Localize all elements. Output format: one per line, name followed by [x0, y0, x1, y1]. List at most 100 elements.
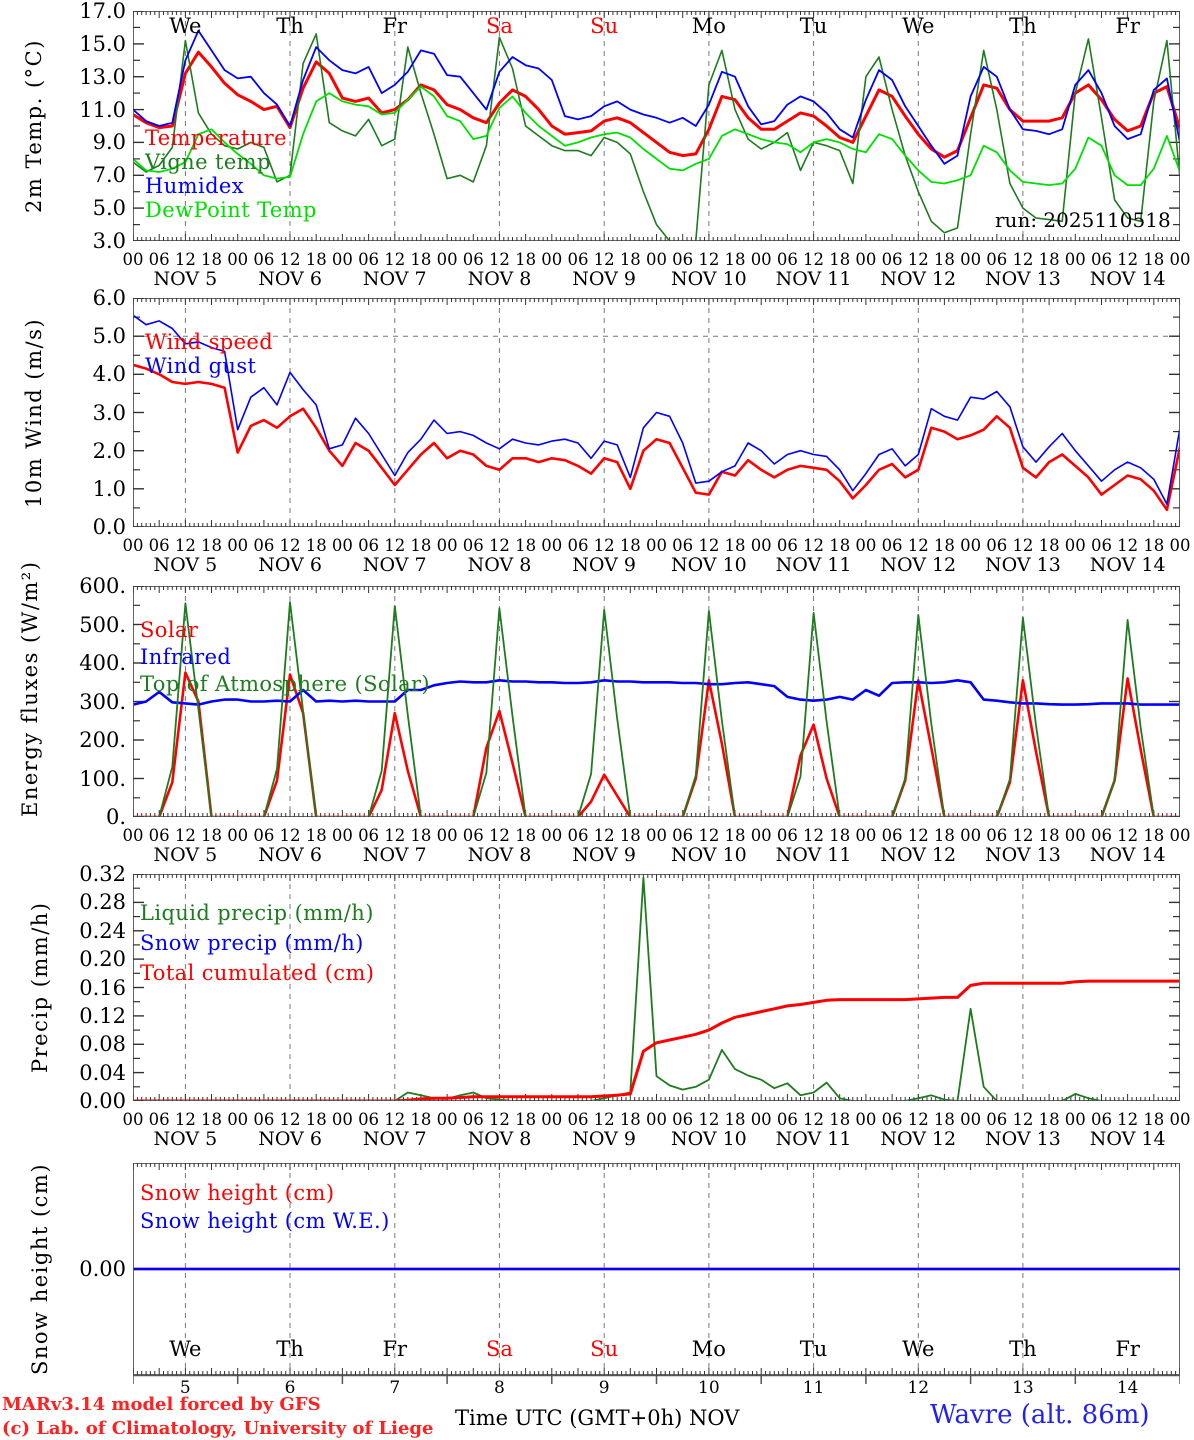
x-hour-tick: 12 — [803, 250, 825, 269]
y-tick-temperature-0: 3.0 — [92, 229, 126, 253]
x-hour-tick: 00 — [541, 826, 563, 845]
x-hour-tick: 18 — [305, 826, 327, 845]
x-hour-tick: 00 — [122, 250, 144, 269]
x-hour-tick: 18 — [933, 826, 955, 845]
legend-energy_fluxes-0: Solar — [140, 618, 199, 642]
x-hour-tick: 00 — [960, 1110, 982, 1129]
model-run-label: run: 2025110518 — [995, 208, 1171, 232]
x-day-number: 14 — [1116, 1378, 1139, 1398]
x-hour-tick: 18 — [933, 250, 955, 269]
x-date-label: NOV 14 — [1089, 554, 1166, 576]
x-date-label: NOV 12 — [880, 844, 957, 866]
x-hour-tick: 00 — [541, 250, 563, 269]
x-date-label: NOV 6 — [258, 844, 322, 866]
x-date-label: NOV 10 — [670, 268, 747, 290]
x-hour-tick: 00 — [436, 1110, 458, 1129]
x-hour-tick: 18 — [515, 536, 537, 555]
series-temperature-2 — [134, 29, 1179, 165]
x-hour-tick: 06 — [672, 536, 694, 555]
x-day-number: 6 — [284, 1378, 296, 1398]
x-hour-tick: 00 — [1169, 536, 1191, 555]
x-hour-tick: 18 — [515, 250, 537, 269]
x-hour-tick: 00 — [1169, 826, 1191, 845]
x-hour-tick: 00 — [855, 826, 877, 845]
x-hour-tick: 06 — [672, 1110, 694, 1129]
series-precip-2 — [134, 979, 1179, 1100]
y-tick-energy_fluxes-5: 500. — [79, 612, 126, 637]
y-tick-energy_fluxes-1: 100. — [79, 766, 126, 791]
y-tick-temperature-4: 11.0 — [79, 97, 126, 122]
x-date-label: NOV 11 — [775, 554, 852, 576]
x-hour-tick: 06 — [148, 536, 170, 555]
plot-area-snow_height — [133, 1163, 1180, 1375]
x-hour-tick: 06 — [986, 250, 1008, 269]
y-tick-precip-3: 0.12 — [79, 1003, 126, 1028]
x-day-number: 11 — [802, 1378, 825, 1398]
y-tick-temperature-3: 9.0 — [92, 130, 126, 155]
y-tick-temperature-7: 17.0 — [79, 0, 126, 23]
x-hour-tick: 06 — [462, 826, 484, 845]
x-date-label: NOV 12 — [880, 554, 957, 576]
x-hour-tick: 00 — [227, 250, 249, 269]
x-hour-tick: 18 — [410, 826, 432, 845]
x-hour-tick: 06 — [253, 1110, 275, 1129]
x-hour-tick: 06 — [776, 250, 798, 269]
x-hour-tick: 06 — [358, 536, 380, 555]
x-hour-tick: 00 — [1064, 1110, 1086, 1129]
y-tick-precip-4: 0.16 — [79, 975, 126, 1000]
y-tick-energy_fluxes-3: 300. — [79, 689, 126, 714]
x-hour-tick: 12 — [279, 826, 301, 845]
x-hour-tick: 06 — [148, 1110, 170, 1129]
x-hour-tick: 06 — [1090, 1110, 1112, 1129]
x-hour-tick: 06 — [567, 250, 589, 269]
x-hour-tick: 12 — [174, 250, 196, 269]
x-date-label: NOV 5 — [153, 844, 218, 866]
x-hour-tick: 12 — [803, 826, 825, 845]
day-name-bottom-fr: Fr — [382, 1337, 408, 1361]
y-tick-temperature-6: 15.0 — [79, 31, 126, 56]
day-name-bottom-th: Th — [276, 1337, 304, 1361]
x-hour-tick: 12 — [593, 536, 615, 555]
x-day-number: 10 — [698, 1378, 720, 1398]
x-hour-tick: 18 — [829, 1110, 851, 1129]
series-precip-0 — [394, 876, 1102, 1100]
x-hour-tick: 18 — [724, 536, 746, 555]
x-hour-tick: 00 — [331, 1110, 353, 1129]
y-tick-precip-1: 0.04 — [79, 1060, 126, 1085]
x-hour-tick: 00 — [750, 250, 772, 269]
y-tick-precip-5: 0.20 — [79, 947, 126, 972]
x-hour-tick: 12 — [279, 1110, 301, 1129]
x-day-number: 13 — [1012, 1378, 1034, 1398]
y-tick-precip-7: 0.28 — [79, 890, 126, 915]
x-hour-tick: 06 — [986, 826, 1008, 845]
day-name-bottom-su: Su — [590, 1337, 619, 1361]
plot-area-precip — [133, 874, 1180, 1101]
day-name-bottom-we: We — [169, 1337, 202, 1361]
x-day-number: 5 — [179, 1378, 191, 1398]
x-hour-tick: 12 — [1117, 826, 1139, 845]
x-hour-tick: 18 — [305, 250, 327, 269]
day-name-top-su: Su — [590, 14, 619, 38]
y-tick-wind-2: 2.0 — [92, 438, 126, 463]
y-tick-precip-8: 0.32 — [79, 862, 126, 886]
x-hour-tick: 06 — [148, 250, 170, 269]
legend-energy_fluxes-2: Top of Atmosphere (Solar) — [140, 672, 431, 696]
day-name-top-tu: Tu — [799, 14, 828, 38]
x-date-label: NOV 7 — [362, 554, 427, 576]
x-hour-tick: 12 — [698, 826, 720, 845]
y-tick-temperature-1: 5.0 — [92, 196, 126, 221]
x-hour-tick: 00 — [750, 826, 772, 845]
x-hour-tick: 06 — [986, 1110, 1008, 1129]
x-date-label: NOV 8 — [467, 554, 532, 576]
legend-precip-0: Liquid precip (mm/h) — [140, 901, 374, 925]
x-hour-tick: 00 — [750, 1110, 772, 1129]
x-date-label: NOV 13 — [985, 268, 1061, 290]
x-hour-tick: 06 — [1090, 250, 1112, 269]
footer-model-credit-line2: (c) Lab. of Climatology, University of L… — [2, 1418, 434, 1439]
x-hour-tick: 00 — [960, 826, 982, 845]
x-date-label: NOV 7 — [362, 268, 427, 290]
day-name-top-fr: Fr — [1115, 14, 1140, 38]
series-energy_fluxes-1 — [134, 679, 1179, 706]
x-hour-tick: 00 — [750, 536, 772, 555]
x-hour-tick: 18 — [1038, 1110, 1060, 1129]
